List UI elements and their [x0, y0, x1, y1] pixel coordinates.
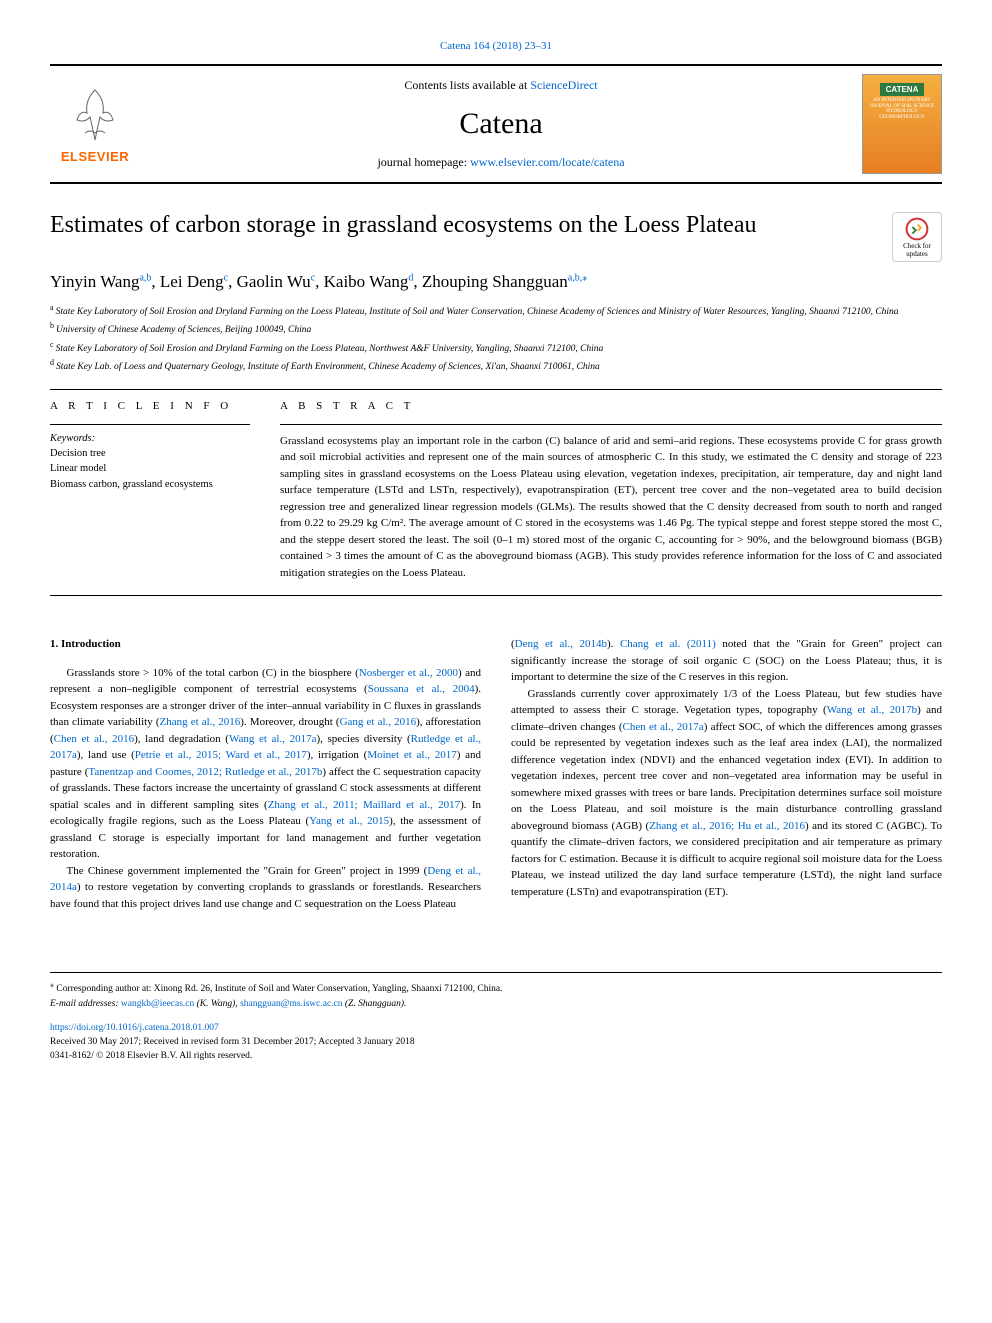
homepage-line: journal homepage: www.elsevier.com/locat… [140, 155, 862, 170]
citation-link[interactable]: Soussana et al., 2004 [368, 683, 475, 695]
elsevier-tree-icon [65, 85, 125, 145]
cover-subtitle: AN INTERDISCIPLINARY JOURNAL OF SOIL SCI… [867, 98, 937, 120]
info-abstract-row: A R T I C L E I N F O Keywords: Decision… [50, 400, 942, 582]
citation-link[interactable]: Wang et al., 2017a [229, 733, 317, 745]
citation-header: Catena 164 (2018) 23–31 [50, 40, 942, 52]
abstract-col: A B S T R A C T Grassland ecosystems pla… [280, 400, 942, 582]
keywords-label: Keywords: [50, 433, 250, 444]
divider [50, 389, 942, 390]
author-3: , Gaolin Wu [228, 272, 311, 291]
keyword-item: Biomass carbon, grassland ecosystems [50, 477, 250, 493]
body-paragraph: Grasslands store > 10% of the total carb… [50, 665, 481, 863]
divider [280, 424, 942, 425]
updates-label: Check for updates [893, 242, 941, 258]
author-1: Yinyin Wang [50, 272, 139, 291]
citation-link[interactable]: Nosberger et al., 2000 [359, 667, 458, 679]
author-5-aff[interactable]: a,b, [568, 272, 582, 283]
contents-prefix: Contents lists available at [404, 78, 530, 92]
sciencedirect-link[interactable]: ScienceDirect [530, 78, 597, 92]
contents-line: Contents lists available at ScienceDirec… [140, 78, 862, 93]
journal-cover-thumb[interactable]: CATENA AN INTERDISCIPLINARY JOURNAL OF S… [862, 74, 942, 174]
banner-center: Contents lists available at ScienceDirec… [140, 78, 862, 170]
keyword-item: Decision tree [50, 446, 250, 462]
citation-link[interactable]: Zhang et al., 2016; Hu et al., 2016 [649, 820, 805, 832]
citation-link[interactable]: Tanentzap and Coomes, 2012; Rutledge et … [88, 766, 322, 778]
body-paragraph: (Deng et al., 2014b). Chang et al. (2011… [511, 636, 942, 686]
article-info-label: A R T I C L E I N F O [50, 400, 250, 412]
elsevier-wordmark: ELSEVIER [61, 149, 129, 164]
divider [50, 424, 250, 425]
citation-link[interactable]: Wang et al., 2017b [827, 704, 917, 716]
affiliations: aState Key Laboratory of Soil Erosion an… [50, 302, 942, 375]
body-columns: 1. Introduction Grasslands store > 10% o… [50, 636, 942, 912]
affiliation-a: aState Key Laboratory of Soil Erosion an… [50, 302, 942, 319]
email-name: (K. Wang), [194, 999, 240, 1009]
divider [50, 595, 942, 596]
journal-name: Catena [140, 107, 862, 141]
citation-link[interactable]: Catena 164 (2018) 23–31 [440, 40, 552, 52]
updates-icon [904, 216, 930, 242]
body-col-left: 1. Introduction Grasslands store > 10% o… [50, 636, 481, 912]
footer-emails: E-mail addresses: wangkb@ieecas.cn (K. W… [50, 997, 942, 1011]
footer-doi: https://doi.org/10.1016/j.catena.2018.01… [50, 1021, 942, 1035]
citation-link[interactable]: Zhang et al., 2016 [160, 716, 241, 728]
abstract-label: A B S T R A C T [280, 400, 942, 412]
citation-link[interactable]: Moinet et al., 2017 [367, 749, 456, 761]
footer-copyright: 0341-8162/ © 2018 Elsevier B.V. All righ… [50, 1049, 942, 1063]
keyword-item: Linear model [50, 461, 250, 477]
cover-title: CATENA [880, 83, 925, 96]
abstract-text: Grassland ecosystems play an important r… [280, 433, 942, 582]
article-title: Estimates of carbon storage in grassland… [50, 212, 872, 239]
email-label: E-mail addresses: [50, 999, 121, 1009]
citation-link[interactable]: Deng et al., 2014b [515, 638, 607, 650]
email-link[interactable]: shangguan@ms.iswc.ac.cn [240, 999, 342, 1009]
affiliation-b: bUniversity of Chinese Academy of Scienc… [50, 320, 942, 337]
keywords-list: Decision tree Linear model Biomass carbo… [50, 446, 250, 493]
body-paragraph: Grasslands currently cover approximately… [511, 686, 942, 901]
email-name: (Z. Shangguan). [343, 999, 407, 1009]
homepage-prefix: journal homepage: [377, 155, 470, 169]
homepage-link[interactable]: www.elsevier.com/locate/catena [470, 155, 624, 169]
author-2: , Lei Deng [151, 272, 223, 291]
check-updates-badge[interactable]: Check for updates [892, 212, 942, 262]
doi-link[interactable]: https://doi.org/10.1016/j.catena.2018.01… [50, 1023, 219, 1033]
author-1-aff[interactable]: a,b [139, 272, 151, 283]
email-link[interactable]: wangkb@ieecas.cn [121, 999, 194, 1009]
footer: ⁎ Corresponding author at: Xinong Rd. 26… [50, 972, 942, 1063]
author-5: , Zhouping Shangguan [413, 272, 567, 291]
elsevier-logo[interactable]: ELSEVIER [50, 74, 140, 174]
citation-link[interactable]: Yang et al., 2015 [309, 815, 389, 827]
body-col-right: (Deng et al., 2014b). Chang et al. (2011… [511, 636, 942, 912]
journal-banner: ELSEVIER Contents lists available at Sci… [50, 64, 942, 184]
citation-link[interactable]: Petrie et al., 2015; Ward et al., 2017 [135, 749, 307, 761]
intro-heading: 1. Introduction [50, 636, 481, 653]
body-paragraph: The Chinese government implemented the "… [50, 863, 481, 913]
citation-link[interactable]: Zhang et al., 2011; Maillard et al., 201… [268, 799, 460, 811]
author-4: , Kaibo Wang [315, 272, 408, 291]
affiliation-c: cState Key Laboratory of Soil Erosion an… [50, 339, 942, 356]
article-info-col: A R T I C L E I N F O Keywords: Decision… [50, 400, 250, 582]
citation-link[interactable]: Chen et al., 2016 [54, 733, 134, 745]
citation-link[interactable]: Chen et al., 2017a [623, 721, 704, 733]
corresponding-star[interactable]: ⁎ [582, 272, 587, 283]
authors-line: Yinyin Wanga,b, Lei Dengc, Gaolin Wuc, K… [50, 272, 942, 292]
affiliation-d: dState Key Lab. of Loess and Quaternary … [50, 357, 942, 374]
corresponding-author: ⁎ Corresponding author at: Xinong Rd. 26… [50, 979, 942, 996]
citation-link[interactable]: Gang et al., 2016 [340, 716, 417, 728]
citation-link[interactable]: Chang et al. (2011) [620, 638, 716, 650]
footer-received: Received 30 May 2017; Received in revise… [50, 1035, 942, 1049]
